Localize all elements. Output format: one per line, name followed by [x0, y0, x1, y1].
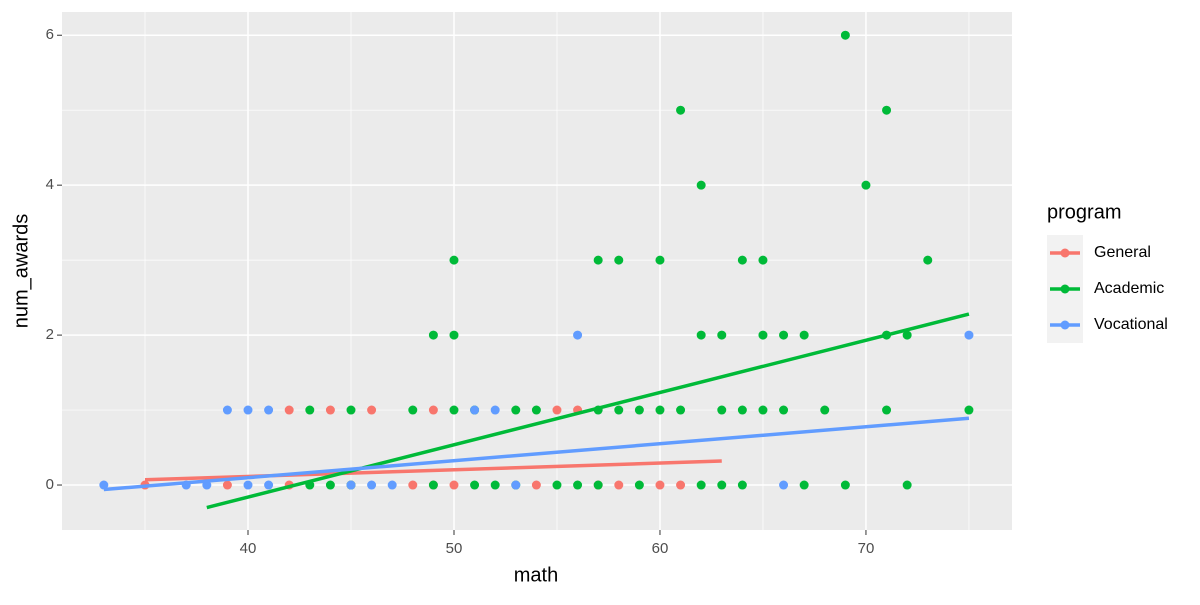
point [820, 405, 830, 415]
point [99, 480, 109, 490]
y-tick-label: 2 [46, 326, 54, 343]
point [902, 330, 912, 340]
point [428, 480, 438, 490]
point [737, 405, 747, 415]
point [717, 330, 727, 340]
point [696, 180, 706, 190]
point [367, 405, 377, 415]
point [655, 405, 665, 415]
point [882, 405, 892, 415]
point [758, 405, 768, 415]
y-tick-label: 4 [46, 176, 54, 193]
point [799, 480, 809, 490]
point [531, 480, 541, 490]
y-tick-label: 6 [46, 26, 54, 43]
y-tick-label: 0 [46, 476, 54, 493]
y-axis-label: num_awards [10, 214, 32, 329]
point [779, 480, 789, 490]
point [325, 480, 335, 490]
point [861, 180, 871, 190]
point [779, 405, 789, 415]
point [243, 480, 253, 490]
point [511, 480, 521, 490]
point [964, 330, 974, 340]
point [840, 480, 850, 490]
x-tick-label: 50 [446, 540, 463, 557]
point [902, 480, 912, 490]
point [717, 480, 727, 490]
point [449, 405, 459, 415]
point [593, 255, 603, 265]
point [964, 405, 974, 415]
point [367, 480, 377, 490]
point [758, 330, 768, 340]
point [737, 480, 747, 490]
x-axis-label: math [514, 564, 558, 586]
point [346, 480, 356, 490]
point [614, 255, 624, 265]
point [593, 480, 603, 490]
point [325, 405, 335, 415]
point [284, 405, 294, 415]
point [614, 405, 624, 415]
point [676, 405, 686, 415]
point [449, 480, 459, 490]
point [676, 480, 686, 490]
point [470, 405, 480, 415]
point [346, 405, 356, 415]
legend-key-point [1060, 284, 1070, 294]
x-tick-label: 40 [240, 540, 257, 557]
point [634, 405, 644, 415]
panel [62, 12, 1012, 530]
trend-line [206, 312, 970, 510]
point [779, 330, 789, 340]
legend-key-point [1060, 248, 1070, 258]
point [449, 330, 459, 340]
x-tick-label: 70 [858, 540, 875, 557]
point [490, 405, 500, 415]
point [449, 255, 459, 265]
point [428, 405, 438, 415]
point [552, 405, 562, 415]
legend-label: Vocational [1094, 316, 1168, 333]
point [222, 405, 232, 415]
point [428, 330, 438, 340]
point [614, 480, 624, 490]
point [696, 330, 706, 340]
point [882, 105, 892, 115]
point [552, 480, 562, 490]
point [655, 255, 665, 265]
point [655, 480, 665, 490]
legend-label: General [1094, 244, 1151, 261]
trend-line [103, 416, 970, 492]
point [470, 480, 480, 490]
x-tick-label: 60 [652, 540, 669, 557]
point [676, 105, 686, 115]
point [387, 480, 397, 490]
legend-label: Academic [1094, 280, 1164, 297]
legend-title: program [1047, 201, 1121, 223]
point [243, 405, 253, 415]
point [717, 405, 727, 415]
point [923, 255, 933, 265]
point [408, 480, 418, 490]
point [634, 480, 644, 490]
point [408, 405, 418, 415]
point [531, 405, 541, 415]
legend-key-point [1060, 320, 1070, 330]
point [573, 480, 583, 490]
point [737, 255, 747, 265]
point [840, 30, 850, 40]
point [305, 405, 315, 415]
point [799, 330, 809, 340]
point [264, 480, 274, 490]
point [511, 405, 521, 415]
point [264, 405, 274, 415]
point [696, 480, 706, 490]
point [222, 480, 232, 490]
point [573, 330, 583, 340]
point [758, 255, 768, 265]
point [490, 480, 500, 490]
